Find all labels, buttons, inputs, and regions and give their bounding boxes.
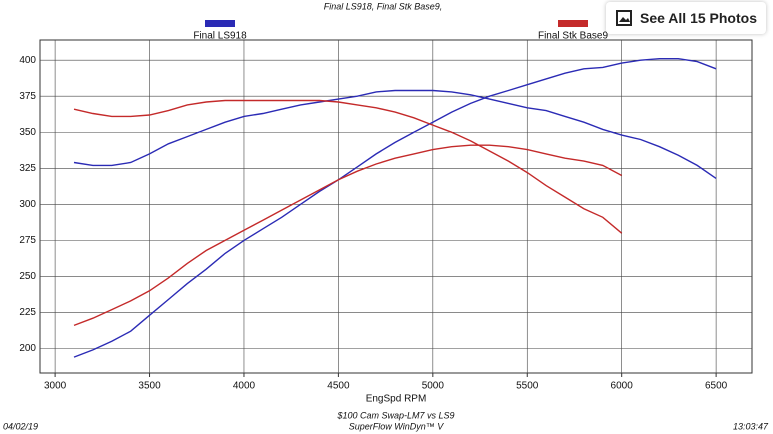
footer-line: $100 Cam Swap-LM7 vs LS9 bbox=[336, 410, 454, 420]
layer: 200 225 250 275 300 325 350 375 400 3000 3500 4000 4… bbox=[19, 20, 752, 392]
y-tick-label: 375 bbox=[19, 91, 36, 102]
x-tick-label: 3000 bbox=[44, 381, 67, 392]
y-tick-label: 350 bbox=[19, 127, 36, 138]
legend-label: Final Stk Base9 bbox=[538, 31, 608, 42]
x-axis-label: EngSpd RPM bbox=[366, 394, 427, 405]
x-tick-label: 6000 bbox=[611, 381, 634, 392]
plot-area bbox=[39, 39, 753, 374]
time: 13:03:47 bbox=[733, 421, 769, 431]
see-photos-button[interactable]: See All 15 Photos bbox=[606, 2, 766, 34]
chart-title: Final LS918, Final Stk Base9, bbox=[324, 1, 443, 11]
x-tick-label: 6500 bbox=[705, 381, 728, 392]
x-tick-label: 4500 bbox=[327, 381, 350, 392]
y-tick-label: 325 bbox=[19, 163, 36, 174]
data-line bbox=[73, 99, 623, 234]
data-line bbox=[73, 89, 717, 179]
y-tick-label: 275 bbox=[19, 235, 36, 246]
legend-swatch bbox=[205, 20, 235, 27]
button-label: See All 15 Photos bbox=[640, 10, 757, 26]
date: 04/02/19 bbox=[3, 421, 38, 431]
x-tick-label: 3500 bbox=[138, 381, 161, 392]
footer-line: SuperFlow WinDyn™ V bbox=[349, 421, 444, 431]
x-tick-label: 5000 bbox=[422, 381, 445, 392]
x-tick-label: 4000 bbox=[233, 381, 256, 392]
x-tick-label: 5500 bbox=[516, 381, 539, 392]
data-line bbox=[73, 58, 717, 358]
photo-icon bbox=[616, 10, 633, 26]
y-tick-label: 400 bbox=[19, 55, 36, 66]
y-tick-label: 250 bbox=[19, 271, 36, 282]
legend-label: Final LS918 bbox=[193, 31, 247, 42]
y-tick-label: 225 bbox=[19, 307, 36, 318]
data-line bbox=[73, 144, 623, 327]
y-tick-label: 300 bbox=[19, 199, 36, 210]
y-tick-label: 200 bbox=[19, 343, 36, 354]
legend-swatch bbox=[558, 20, 588, 27]
